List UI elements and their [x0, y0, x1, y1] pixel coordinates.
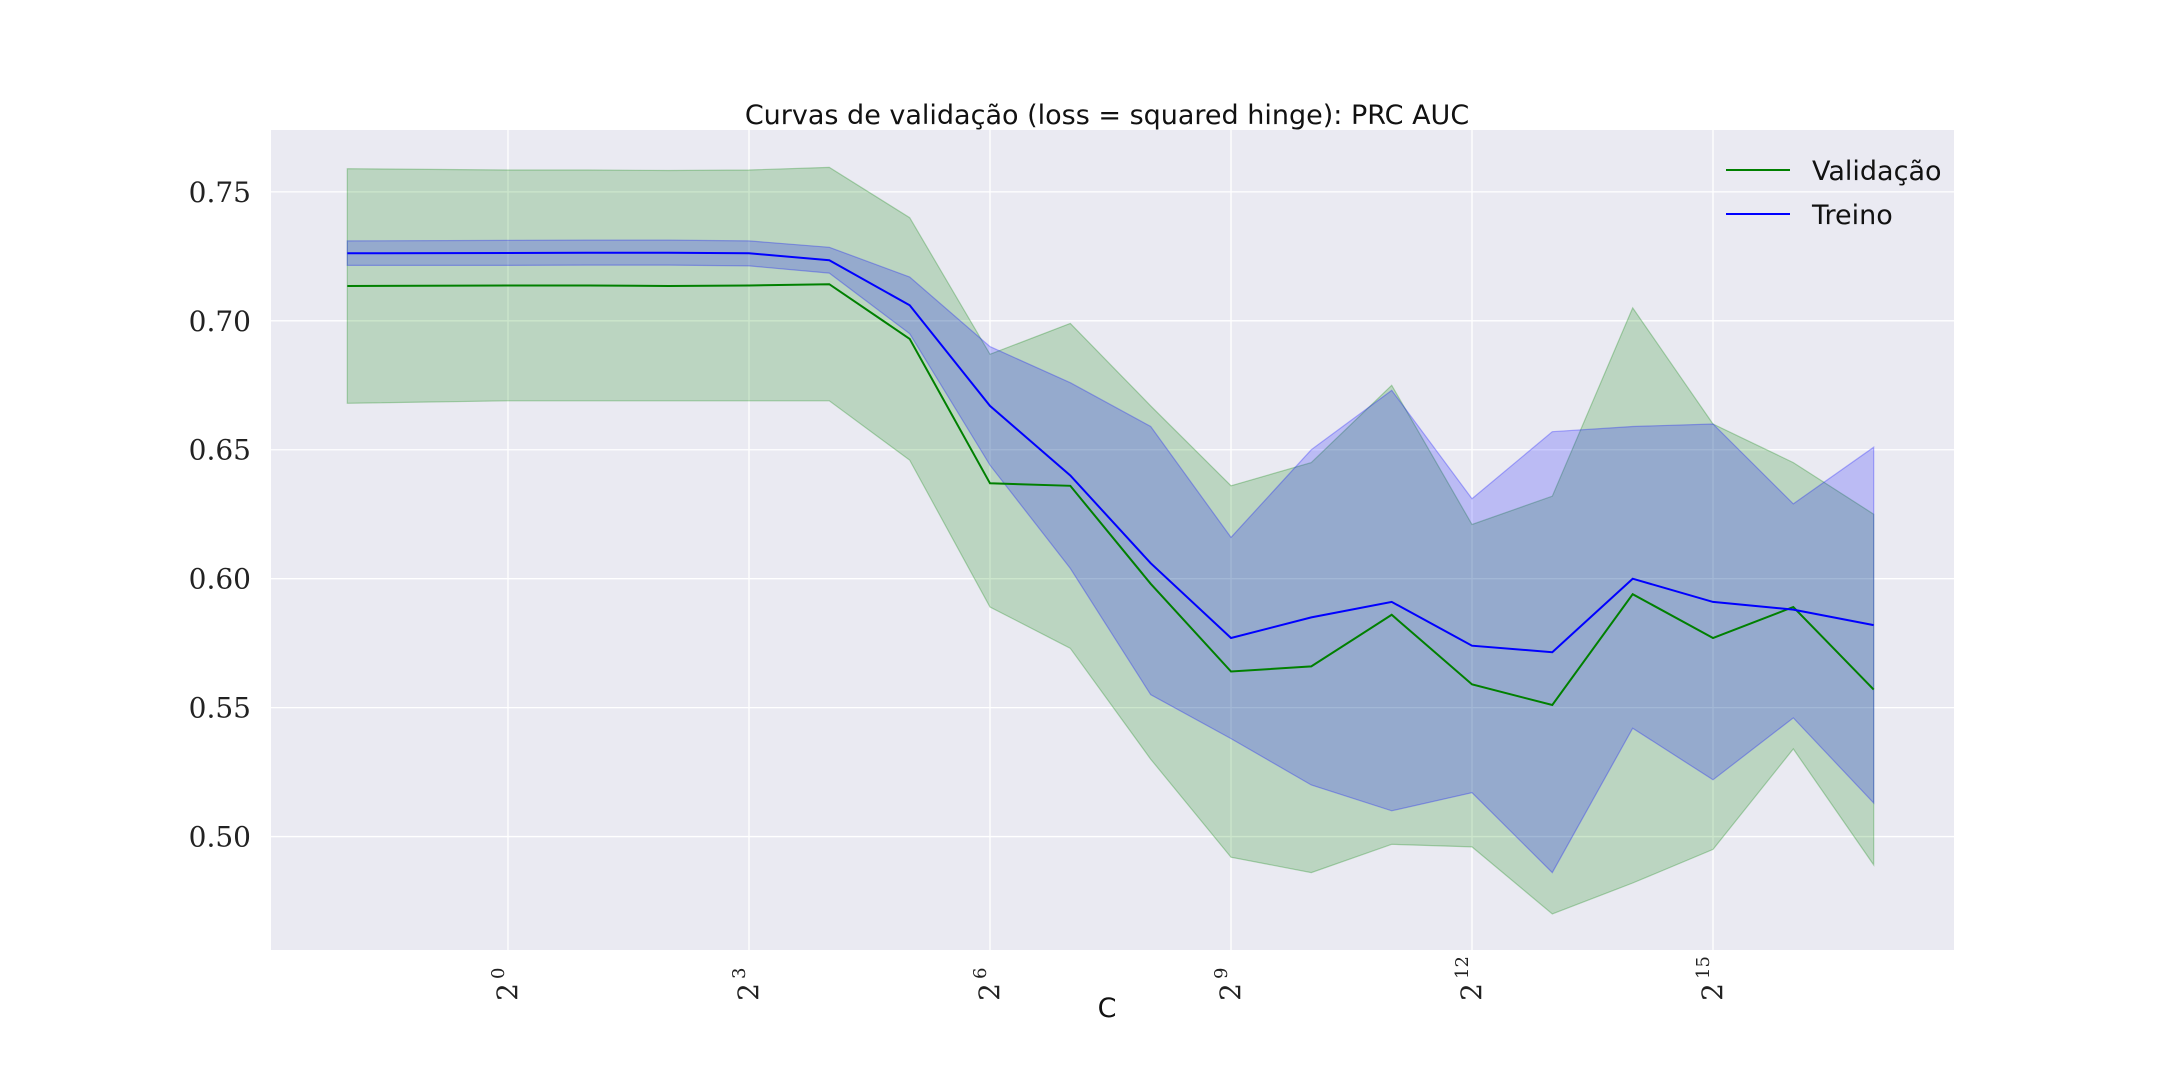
svg-text:2: 2 [732, 983, 765, 1001]
y-axis-ticks: 0.50 0.55 0.60 0.65 0.70 0.75 [189, 176, 251, 854]
legend: Validação Treino [1726, 156, 1942, 231]
chart-title: Curvas de validação (loss = squared hing… [745, 100, 1469, 131]
svg-text:2: 2 [973, 983, 1006, 1001]
y-tick-label: 0.60 [189, 563, 251, 596]
x-tick-label: 212 [1452, 956, 1488, 1001]
band-validacao [346, 166, 1875, 915]
x-axis-label: C [1098, 993, 1117, 1024]
legend-label: Validação [1812, 156, 1942, 187]
svg-text:6: 6 [970, 968, 991, 979]
x-tick-label: 23 [729, 968, 765, 1001]
grid-lines [271, 130, 1954, 950]
legend-item: Treino [1726, 200, 1893, 231]
svg-text:2: 2 [491, 983, 524, 1001]
confidence-bands [346, 166, 1875, 915]
svg-text:0: 0 [488, 968, 509, 979]
x-tick-label: 29 [1211, 968, 1247, 1001]
x-tick-label: 215 [1693, 956, 1729, 1001]
line-treino [347, 251, 1874, 654]
y-tick-label: 0.55 [189, 692, 251, 725]
x-tick-label: 20 [488, 968, 524, 1001]
svg-text:12: 12 [1452, 956, 1473, 979]
svg-text:2: 2 [1696, 983, 1729, 1001]
line-validacao [347, 283, 1875, 707]
svg-text:3: 3 [729, 968, 750, 979]
y-tick-label: 0.65 [189, 434, 251, 467]
y-tick-label: 0.70 [189, 305, 251, 338]
svg-text:15: 15 [1693, 956, 1714, 979]
y-tick-label: 0.75 [189, 176, 251, 209]
legend-label: Treino [1811, 200, 1893, 231]
band-treino [346, 239, 1875, 874]
svg-text:2: 2 [1214, 983, 1247, 1001]
svg-text:9: 9 [1211, 968, 1232, 979]
series-lines [347, 251, 1875, 707]
y-tick-label: 0.50 [189, 821, 251, 854]
svg-text:2: 2 [1455, 983, 1488, 1001]
plot-area [271, 130, 1954, 950]
x-tick-label: 26 [970, 968, 1006, 1001]
legend-item: Validação [1726, 156, 1942, 187]
